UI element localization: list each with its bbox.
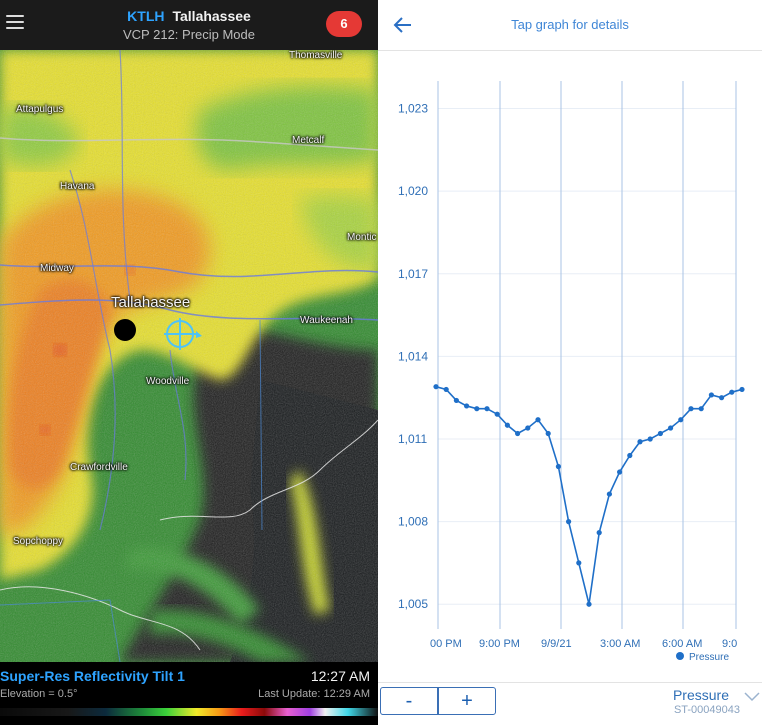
pressure-point[interactable] [708, 392, 714, 398]
city-label-tallahassee: Tallahassee [111, 294, 191, 311]
menu-icon[interactable] [6, 14, 24, 30]
pressure-point[interactable] [494, 411, 500, 417]
radar-elevation: Elevation = 0.5° [0, 688, 78, 700]
x-tick-label: 9/9/21 [541, 638, 572, 650]
station-title[interactable]: KTLH Tallahassee [0, 8, 378, 24]
parameter-selector[interactable]: Pressure [672, 687, 729, 703]
pressure-point[interactable] [504, 422, 510, 428]
radar-site-icon [114, 319, 136, 341]
city-label-attapulgus: Attapulgus [16, 104, 64, 115]
x-tick-label: 00 PM [430, 638, 462, 650]
pressure-point[interactable] [576, 560, 582, 566]
pressure-point[interactable] [433, 384, 439, 390]
city-label-thomasville: Thomasville [289, 50, 343, 61]
pressure-point[interactable] [698, 406, 704, 412]
x-axis-labels: 00 PM 9:00 PM 9/9/21 3:00 AM 6:00 AM 9:0 [430, 638, 737, 650]
chart-legend: Pressure [676, 652, 729, 663]
x-tick-label: 9:0 [722, 638, 737, 650]
pressure-point[interactable] [688, 406, 694, 412]
pressure-point[interactable] [545, 430, 551, 437]
graph-bottombar: - + Pressure ST-00049043 [378, 682, 762, 725]
tap-graph-hint: Tap graph for details [511, 17, 629, 32]
legend-label: Pressure [689, 652, 729, 663]
pressure-point[interactable] [668, 425, 674, 431]
pressure-point[interactable] [453, 397, 459, 404]
pressure-point[interactable] [739, 386, 745, 393]
pressure-point[interactable] [637, 439, 643, 445]
radar-header: KTLH Tallahassee VCP 212: Precip Mode 6 [0, 0, 378, 50]
graph-topbar: Tap graph for details [378, 0, 762, 51]
pressure-point[interactable] [719, 395, 725, 401]
pressure-point[interactable] [657, 430, 663, 437]
pressure-point[interactable] [729, 389, 735, 395]
y-tick-label: 1,017 [398, 267, 428, 281]
dropdown-chevron-icon[interactable] [744, 692, 760, 702]
radar-product-name[interactable]: Super-Res Reflectivity Tilt 1 [0, 668, 185, 684]
pressure-point[interactable] [535, 417, 541, 423]
pressure-chart[interactable]: 1,005 1,008 1,011 1,014 1,017 1,020 1,023 00 P… [378, 51, 762, 681]
radar-reflectivity-image [0, 49, 378, 663]
radar-last-update: Last Update: 12:29 AM [258, 688, 370, 700]
city-label-waukeenah: Waukeenah [300, 315, 353, 326]
radar-product-time: 12:27 AM [310, 668, 370, 684]
city-label-monticello: Montic [347, 232, 377, 243]
radar-pane: KTLH Tallahassee VCP 212: Precip Mode 6 [0, 0, 378, 724]
city-label-woodville: Woodville [146, 376, 190, 387]
chart-grid [437, 81, 737, 629]
radar-footer: Super-Res Reflectivity Tilt 1 12:27 AM E… [0, 662, 378, 724]
pressure-point[interactable] [484, 406, 490, 412]
station-code: ST-00049043 [673, 704, 740, 716]
pressure-point[interactable] [617, 469, 623, 475]
y-tick-label: 1,020 [398, 184, 428, 198]
pressure-point[interactable] [647, 436, 653, 442]
graph-pane: Tap graph for details 1,005 1,008 1,011 1,0… [378, 0, 762, 725]
y-tick-label: 1,008 [398, 515, 428, 529]
reflectivity-color-scale [0, 708, 378, 716]
legend-marker-icon [676, 652, 684, 660]
crosshair-icon[interactable] [163, 318, 203, 352]
city-label-midway: Midway [40, 263, 74, 274]
pressure-point[interactable] [525, 425, 531, 431]
y-axis-labels: 1,005 1,008 1,011 1,014 1,017 1,020 1,023 [398, 102, 428, 612]
city-label-crawfordville: Crawfordville [70, 462, 128, 473]
city-label-sopchoppy: Sopchoppy [13, 536, 64, 547]
pressure-point[interactable] [566, 519, 572, 525]
x-tick-label: 6:00 AM [662, 638, 702, 650]
alert-count-badge[interactable]: 6 [326, 11, 362, 37]
x-tick-label: 9:00 PM [479, 638, 520, 650]
pressure-series[interactable] [433, 384, 745, 607]
y-tick-label: 1,011 [398, 432, 427, 446]
radar-map[interactable]: Thomasville Attapulgus Metcalf Havana Mo… [0, 49, 378, 663]
vcp-mode: VCP 212: Precip Mode [123, 27, 255, 42]
back-arrow-icon[interactable] [392, 14, 414, 36]
pressure-point[interactable] [555, 463, 561, 470]
pressure-point[interactable] [515, 430, 521, 437]
y-tick-label: 1,014 [398, 349, 428, 363]
x-tick-label: 3:00 AM [600, 638, 640, 650]
pressure-point[interactable] [474, 406, 480, 412]
zoom-out-button[interactable]: - [380, 687, 438, 715]
station-city: Tallahassee [172, 8, 251, 24]
pressure-point[interactable] [443, 386, 449, 393]
pressure-point[interactable] [627, 452, 633, 459]
city-label-metcalf: Metcalf [292, 135, 325, 146]
pressure-line [435, 385, 743, 605]
zoom-in-button[interactable]: + [438, 687, 496, 715]
y-tick-label: 1,023 [398, 102, 428, 116]
pressure-point[interactable] [596, 530, 602, 536]
city-label-havana: Havana [60, 181, 95, 192]
pressure-point[interactable] [678, 417, 684, 423]
pressure-point[interactable] [464, 403, 470, 409]
pressure-point[interactable] [586, 601, 592, 607]
station-id: KTLH [127, 8, 165, 24]
y-tick-label: 1,005 [398, 597, 428, 611]
pressure-point[interactable] [606, 491, 612, 497]
